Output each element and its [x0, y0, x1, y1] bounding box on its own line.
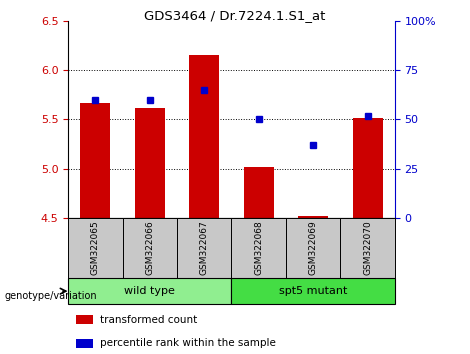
Bar — [189, 55, 219, 218]
Bar — [68, 218, 123, 278]
Bar — [244, 167, 274, 218]
Bar — [177, 218, 232, 278]
Bar — [232, 278, 395, 304]
Bar — [352, 118, 383, 218]
Bar — [232, 218, 286, 278]
Bar — [298, 216, 328, 218]
Bar — [68, 278, 232, 304]
Text: GSM322068: GSM322068 — [254, 221, 263, 275]
Text: transformed count: transformed count — [100, 315, 197, 325]
Bar — [76, 315, 93, 324]
Bar — [80, 103, 110, 218]
Bar — [135, 108, 165, 218]
Text: GDS3464 / Dr.7224.1.S1_at: GDS3464 / Dr.7224.1.S1_at — [144, 9, 326, 22]
Text: spt5 mutant: spt5 mutant — [279, 286, 347, 296]
Text: GSM322069: GSM322069 — [309, 221, 318, 275]
Text: GSM322066: GSM322066 — [145, 221, 154, 275]
Text: GSM322067: GSM322067 — [200, 221, 209, 275]
Text: percentile rank within the sample: percentile rank within the sample — [100, 338, 276, 348]
Bar — [123, 218, 177, 278]
Text: GSM322070: GSM322070 — [363, 221, 372, 275]
Bar — [286, 218, 340, 278]
Text: genotype/variation: genotype/variation — [5, 291, 97, 301]
Text: GSM322065: GSM322065 — [91, 221, 100, 275]
Bar — [340, 218, 395, 278]
Text: wild type: wild type — [125, 286, 175, 296]
Bar — [76, 339, 93, 348]
